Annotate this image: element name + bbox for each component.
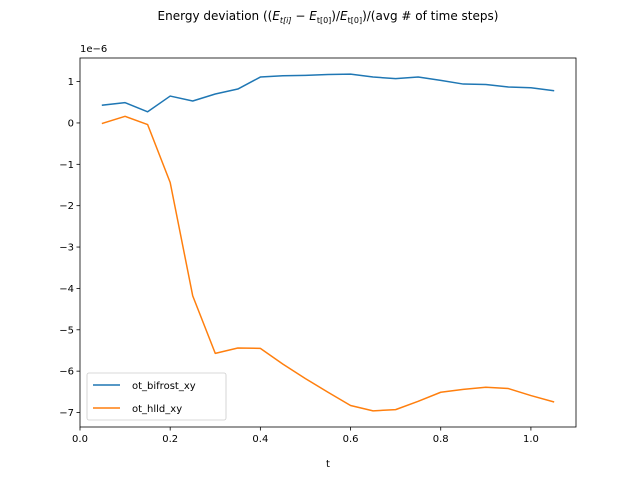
- legend-box: [86, 372, 227, 421]
- y-tick-label: −2: [59, 201, 74, 212]
- x-tick-label: 0.8: [433, 434, 449, 445]
- y-tick-label: −4: [59, 284, 74, 295]
- y-tick-label: −1: [59, 160, 74, 171]
- x-axis-label: t: [326, 459, 330, 470]
- y-tick-label: −3: [59, 243, 74, 254]
- y-tick-label: −7: [59, 408, 74, 419]
- series-lines: [101, 73, 555, 412]
- y-axis-ticks: 1 0 −1 −2 −3 −4 −5 −6 −7: [59, 77, 80, 419]
- legend: ot_bifrost_xy ot_hlld_xy: [86, 372, 227, 421]
- x-tick-label: 0.6: [343, 434, 359, 445]
- y-tick-label: 1: [68, 77, 74, 88]
- x-tick-label: 0.0: [72, 434, 88, 445]
- y-tick-label: 0: [68, 118, 74, 129]
- series-line-ot-hlld-xy: [101, 115, 555, 412]
- x-tick-label: 0.2: [162, 434, 178, 445]
- chart-title: Energy deviation ((Et[i] − Et[0])/Et[0])…: [158, 9, 499, 25]
- series-line-ot-bifrost-xy: [101, 73, 555, 113]
- legend-label-ot-hlld-xy: ot_hlld_xy: [132, 404, 182, 415]
- plot-area-frame: [79, 57, 577, 428]
- legend-label-ot-bifrost-xy: ot_bifrost_xy: [132, 381, 196, 392]
- y-tick-label: −6: [59, 367, 74, 378]
- y-tick-label: −5: [59, 325, 74, 336]
- x-tick-label: 1.0: [523, 434, 539, 445]
- x-tick-label: 0.4: [252, 434, 268, 445]
- y-offset-label: 1e−6: [80, 44, 107, 55]
- x-axis-ticks: 0.0 0.2 0.4 0.6 0.8 1.0: [72, 427, 539, 445]
